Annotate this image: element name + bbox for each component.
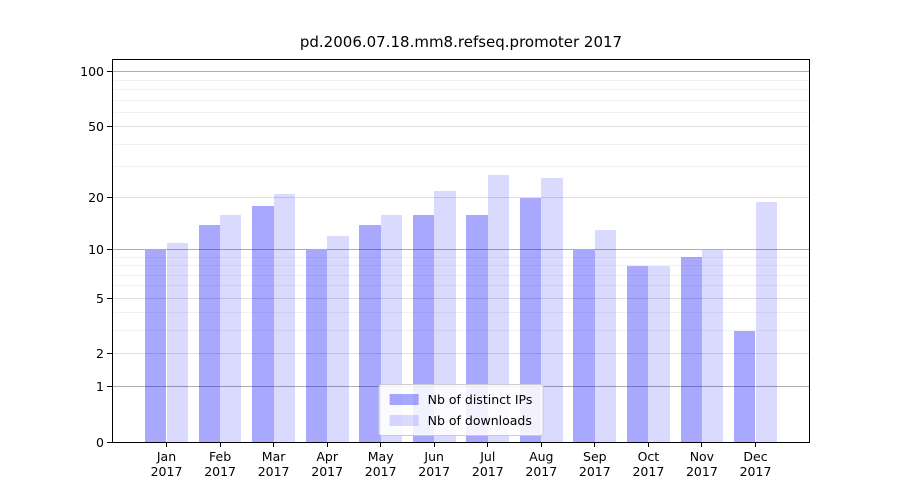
gridline-minor bbox=[113, 79, 809, 81]
gridline-strong bbox=[113, 249, 809, 251]
bar-distinct-ips-sep bbox=[573, 249, 595, 442]
y-tick-label-2: 2 bbox=[96, 346, 104, 362]
bar-distinct-ips-feb bbox=[198, 224, 221, 442]
bar-downloads-aug bbox=[541, 177, 563, 442]
x-tick-label-jul: Jul 2017 bbox=[471, 449, 504, 479]
x-tick-mark bbox=[166, 443, 167, 447]
bar-downloads-jun bbox=[434, 190, 456, 442]
x-tick-mark bbox=[380, 443, 382, 447]
gridline-minor bbox=[113, 274, 809, 276]
y-tick-mark bbox=[107, 249, 112, 251]
y-tick-mark bbox=[107, 71, 112, 73]
x-tick-mark bbox=[433, 443, 435, 447]
x-tick-label-oct: Oct 2017 bbox=[632, 449, 665, 479]
plot-area: Nb of distinct IPs Nb of downloads bbox=[112, 59, 810, 443]
y-tick-mark bbox=[107, 197, 112, 199]
y-tick-label-10: 10 bbox=[88, 242, 104, 258]
x-tick-label-may: May 2017 bbox=[364, 449, 397, 479]
bar-downloads-mar bbox=[273, 194, 295, 442]
x-tick-label-aug: Aug 2017 bbox=[525, 449, 558, 479]
bar-downloads-jul bbox=[487, 174, 510, 442]
gridline-minor bbox=[113, 111, 809, 113]
bar-downloads-jan bbox=[166, 242, 188, 442]
legend-swatch-downloads bbox=[389, 415, 419, 426]
chart-title: pd.2006.07.18.mm8.refseq.promoter 2017 bbox=[299, 33, 623, 51]
y-tick-label-1: 1 bbox=[96, 378, 104, 394]
x-tick-label-jan: Jan 2017 bbox=[150, 449, 183, 479]
x-tick-label-dec: Dec 2017 bbox=[739, 449, 772, 479]
bar-distinct-ips-mar bbox=[252, 205, 274, 442]
x-tick-label-sep: Sep 2017 bbox=[578, 449, 611, 479]
bar-distinct-ips-jan bbox=[145, 249, 167, 442]
legend-label-downloads: Nb of downloads bbox=[427, 413, 532, 428]
y-tick-label-5: 5 bbox=[96, 290, 104, 306]
y-tick-mark bbox=[107, 385, 112, 387]
gridline-minor bbox=[113, 99, 809, 101]
gridline-major bbox=[113, 297, 809, 299]
x-tick-mark bbox=[594, 443, 596, 447]
y-tick-label-50: 50 bbox=[88, 119, 104, 135]
y-tick-mark bbox=[107, 441, 112, 443]
bar-distinct-ips-dec bbox=[734, 330, 756, 442]
x-tick-mark bbox=[701, 443, 703, 447]
x-tick-mark bbox=[326, 443, 328, 447]
y-tick-mark bbox=[107, 353, 112, 355]
bar-distinct-ips-aug bbox=[519, 197, 542, 442]
legend-swatch-distinct-ips bbox=[389, 394, 419, 405]
bar-downloads-apr bbox=[327, 236, 349, 442]
bar-distinct-ips-oct bbox=[627, 265, 649, 442]
x-tick-mark bbox=[273, 443, 275, 447]
bar-downloads-oct bbox=[648, 265, 670, 442]
gridline-minor bbox=[113, 265, 809, 267]
legend: Nb of distinct IPs Nb of downloads bbox=[378, 384, 544, 436]
x-tick-label-feb: Feb 2017 bbox=[204, 449, 236, 479]
legend-label-distinct-ips: Nb of distinct IPs bbox=[427, 392, 533, 407]
x-tick-label-jun: Jun 2017 bbox=[418, 449, 451, 479]
legend-item-distinct-ips: Nb of distinct IPs bbox=[389, 392, 533, 407]
gridline-major bbox=[113, 353, 809, 355]
x-tick-mark bbox=[647, 443, 649, 447]
x-tick-label-apr: Apr 2017 bbox=[311, 449, 344, 479]
bar-distinct-ips-apr bbox=[305, 249, 328, 442]
gridline-minor bbox=[113, 89, 809, 90]
x-tick-mark bbox=[219, 443, 221, 447]
bar-distinct-ips-nov bbox=[680, 257, 702, 442]
gridline-minor bbox=[113, 166, 809, 167]
bar-downloads-dec bbox=[755, 201, 777, 442]
gridline-strong bbox=[113, 71, 809, 73]
gridline-minor bbox=[113, 143, 809, 145]
bar-downloads-feb bbox=[220, 214, 242, 442]
y-tick-label-0: 0 bbox=[96, 434, 104, 450]
y-tick-label-100: 100 bbox=[80, 64, 104, 80]
gridline-minor bbox=[113, 330, 809, 332]
x-tick-label-mar: Mar 2017 bbox=[257, 449, 290, 479]
gridline-minor bbox=[113, 285, 809, 287]
gridline-minor bbox=[113, 256, 809, 258]
x-tick-mark bbox=[487, 443, 489, 447]
x-tick-label-nov: Nov 2017 bbox=[685, 449, 718, 479]
legend-item-downloads: Nb of downloads bbox=[389, 413, 533, 428]
x-tick-mark bbox=[755, 443, 756, 447]
bar-downloads-nov bbox=[701, 249, 724, 442]
y-tick-mark bbox=[107, 126, 112, 128]
gridline-minor bbox=[113, 312, 809, 314]
gridline-major bbox=[113, 126, 809, 128]
y-tick-label-20: 20 bbox=[88, 190, 104, 206]
bar-downloads-sep bbox=[594, 230, 617, 442]
bar-distinct-ips-may bbox=[359, 224, 381, 442]
y-tick-mark bbox=[107, 297, 112, 299]
gridline-major bbox=[113, 197, 809, 199]
x-tick-mark bbox=[540, 443, 542, 447]
